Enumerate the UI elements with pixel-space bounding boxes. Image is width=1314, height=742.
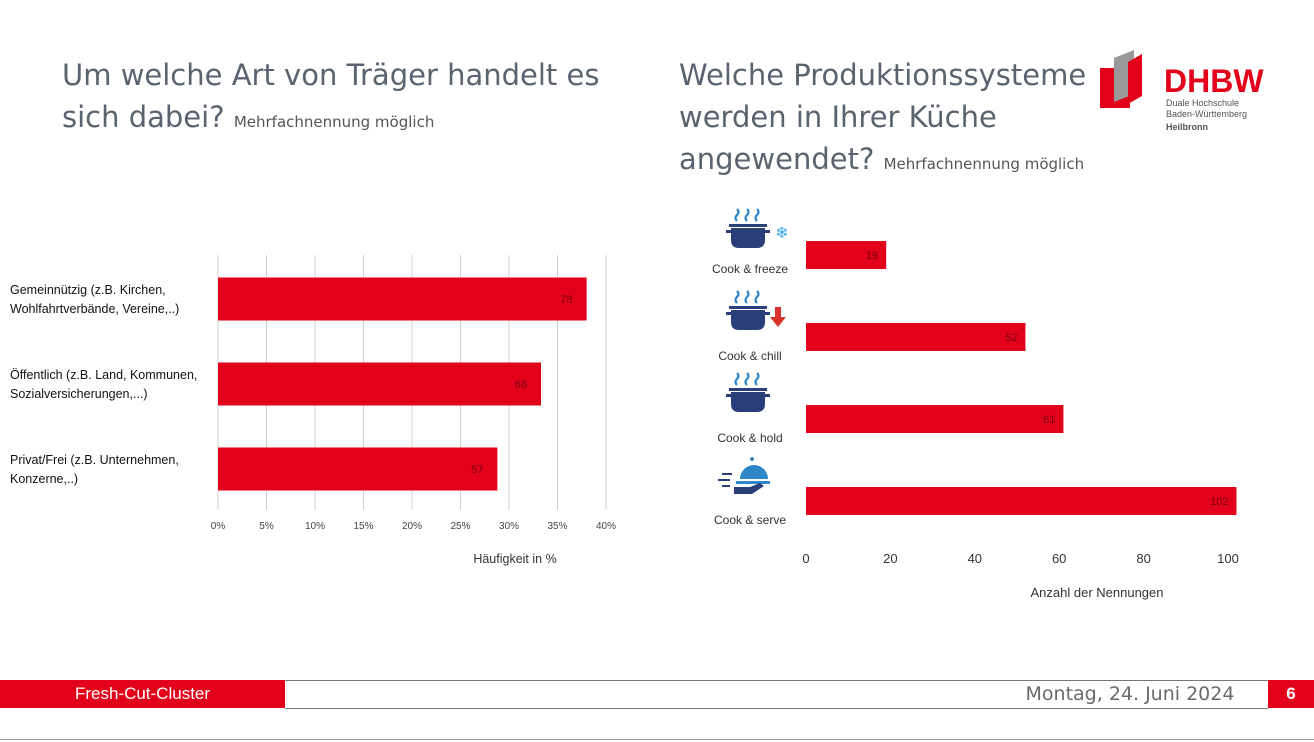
pot-steam-icon — [726, 372, 770, 412]
right-category-label: Cook & serve — [714, 513, 786, 527]
logo-brand: DHBW — [1164, 63, 1264, 99]
pot-shape — [726, 224, 770, 248]
left-bar-chart: 0% 5% 10% 15% 20% 25% 30% 35% 40% 78 Gemeinnützig … — [10, 255, 616, 566]
pot-snowflake-icon: ❄ — [726, 208, 789, 248]
right-tick-label: 0 — [802, 551, 809, 566]
left-tick-label: 25% — [450, 521, 470, 532]
left-data-label: 68 — [515, 379, 527, 391]
steam-line — [754, 290, 760, 304]
right-subtitle: Mehrfachnennung möglich — [883, 155, 1085, 173]
left-tick-label: 10% — [305, 521, 325, 532]
page-number: 6 — [1268, 680, 1314, 708]
pot-shape — [726, 388, 770, 412]
pot-shape — [726, 306, 770, 330]
right-bar — [806, 487, 1237, 515]
right-data-label: 61 — [1043, 414, 1055, 426]
pot-cooling-arrow-icon — [726, 290, 786, 330]
left-tick-label: 0% — [211, 521, 226, 532]
right-tick-label: 20 — [883, 551, 897, 566]
left-tick-label: 20% — [402, 521, 422, 532]
left-chart-title: Um welche Art von Träger handelt es sich… — [62, 54, 602, 143]
serving-hand — [718, 473, 764, 494]
steam-line — [744, 290, 750, 304]
left-category-label: Gemeinnützig (z.B. Kirchen, Wohlfahrtverb… — [10, 283, 179, 316]
left-data-label: 57 — [471, 464, 483, 476]
right-data-label: 102 — [1210, 496, 1228, 508]
right-data-label: 52 — [1005, 332, 1017, 344]
left-tick-label: 5% — [259, 521, 274, 532]
right-title-text: Welche Produktionssysteme werden in Ihre… — [679, 58, 1087, 176]
left-tick-label: 15% — [353, 521, 373, 532]
left-subtitle: Mehrfachnennung möglich — [233, 113, 435, 131]
footer-cluster-label: Fresh-Cut-Cluster — [0, 680, 285, 708]
right-tick-label: 80 — [1136, 551, 1150, 566]
serving-cloche-icon — [718, 457, 770, 494]
right-chart-title: Welche Produktionssysteme werden in Ihre… — [679, 54, 1099, 185]
left-category-label: Privat/Frei (z.B. Unternehmen, Konzerne,.… — [10, 453, 179, 486]
logo-line1: Duale Hochschule — [1166, 98, 1239, 108]
logo-line2: Baden-Württemberg — [1166, 109, 1247, 119]
right-bar — [806, 405, 1064, 433]
right-x-axis-label: Anzahl der Nennungen — [1031, 585, 1164, 600]
dhbw-logo: DHBW Duale Hochschule Baden-Württemberg … — [1100, 50, 1264, 132]
left-title-text: Um welche Art von Träger handelt es sich… — [62, 58, 600, 134]
right-data-label: 19 — [866, 250, 878, 262]
steam-line — [734, 208, 740, 222]
logo-line3: Heilbronn — [1166, 122, 1208, 132]
right-bar-chart: 19 Cook & freeze ❄ 52 Cook & chill 61 Cook & h… — [712, 208, 1239, 600]
logo-mark-right — [1128, 54, 1142, 104]
right-bar — [806, 323, 1026, 351]
left-bar — [218, 447, 498, 491]
left-category-label: Öffentlich (z.B. Land, Kommunen, Sozialve… — [10, 368, 197, 401]
right-tick-label: 100 — [1217, 551, 1239, 566]
right-category-label: Cook & freeze — [712, 262, 788, 276]
right-tick-label: 40 — [968, 551, 982, 566]
steam-line — [744, 372, 750, 386]
steam-line — [734, 290, 740, 304]
right-tick-label: 60 — [1052, 551, 1066, 566]
right-category-label: Cook & chill — [718, 349, 781, 363]
steam-line — [754, 208, 760, 222]
right-category-label: Cook & hold — [717, 431, 782, 445]
left-data-label: 78 — [560, 294, 572, 306]
snowflake-icon: ❄ — [775, 225, 788, 242]
footer-date: Montag, 24. Juni 2024 — [1025, 683, 1235, 705]
left-tick-label: 40% — [596, 521, 616, 532]
steam-line — [734, 372, 740, 386]
left-bar — [218, 362, 542, 406]
left-bar — [218, 277, 587, 321]
right-bar — [806, 241, 887, 269]
footer-bar — [285, 680, 1268, 709]
left-tick-label: 30% — [499, 521, 519, 532]
down-arrow-icon — [770, 307, 786, 327]
left-tick-label: 35% — [547, 521, 567, 532]
steam-line — [754, 372, 760, 386]
cloche-shape — [736, 457, 770, 484]
steam-line — [744, 208, 750, 222]
left-x-axis-label: Häufigkeit in % — [473, 552, 556, 566]
bottom-divider — [0, 739, 1314, 740]
